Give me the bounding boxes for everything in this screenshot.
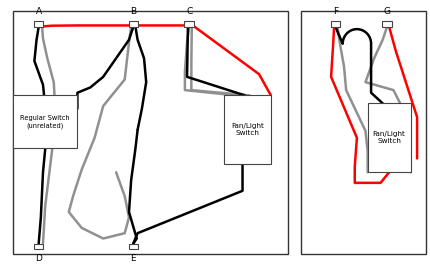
Bar	[13, 95, 77, 148]
Text: E: E	[130, 254, 136, 263]
Bar	[34, 21, 43, 27]
Bar	[301, 11, 426, 254]
Text: C: C	[186, 7, 192, 16]
Bar	[129, 21, 138, 27]
Bar	[368, 103, 411, 172]
Bar	[13, 11, 288, 254]
Bar	[331, 21, 340, 27]
Text: B: B	[130, 7, 136, 16]
Text: D: D	[35, 254, 42, 263]
Bar	[382, 21, 392, 27]
Text: Fan/Light
Switch: Fan/Light Switch	[231, 123, 264, 136]
Text: Fan/Light
Switch: Fan/Light Switch	[373, 131, 405, 144]
Text: A: A	[36, 7, 42, 16]
Bar	[34, 244, 43, 249]
Text: F: F	[333, 7, 338, 16]
Bar	[224, 95, 271, 164]
Bar	[184, 21, 194, 27]
Text: G: G	[384, 7, 390, 16]
Bar	[129, 244, 138, 249]
Text: Regular Switch
(unrelated): Regular Switch (unrelated)	[20, 115, 70, 129]
